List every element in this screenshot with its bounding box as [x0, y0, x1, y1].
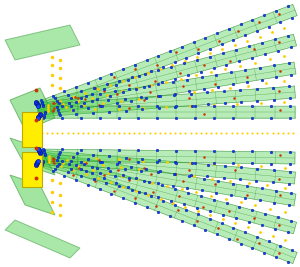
Polygon shape	[36, 34, 297, 115]
Polygon shape	[38, 86, 296, 117]
Polygon shape	[5, 25, 80, 60]
Bar	[22, 152, 42, 187]
Polygon shape	[37, 151, 296, 206]
Polygon shape	[37, 62, 296, 116]
Polygon shape	[38, 106, 295, 118]
Polygon shape	[38, 149, 295, 164]
Polygon shape	[10, 88, 55, 130]
Polygon shape	[10, 138, 55, 175]
Polygon shape	[36, 154, 297, 264]
Polygon shape	[5, 220, 80, 258]
Polygon shape	[38, 150, 296, 184]
Bar	[22, 112, 42, 147]
Polygon shape	[36, 152, 297, 234]
Polygon shape	[10, 175, 55, 215]
Polygon shape	[36, 4, 297, 113]
